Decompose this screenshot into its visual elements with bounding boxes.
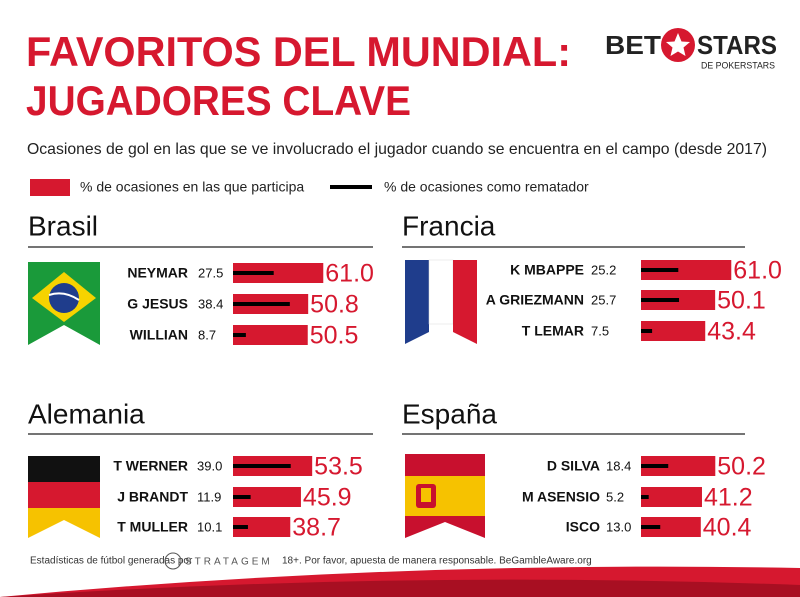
player-name: T MULLER <box>117 519 188 535</box>
shot-bar <box>233 271 274 275</box>
legend-label: % de ocasiones en las que participa <box>80 179 304 195</box>
bottom-swoosh-shade <box>0 579 800 597</box>
legend-swatch <box>30 179 70 196</box>
footer-disclaimer: 18+. Por favor, apuesta de manera respon… <box>282 556 592 567</box>
value-label: 41.2 <box>704 484 753 512</box>
shot-label: 25.2 <box>591 262 616 277</box>
shot-bar <box>233 525 248 529</box>
bar <box>233 487 301 507</box>
flag-germany <box>28 456 100 538</box>
player-name: T LEMAR <box>522 323 584 339</box>
footer-credit-logo: STRATAGEM <box>185 557 273 568</box>
logo-text: STARS <box>697 30 777 60</box>
legend-label: % de ocasiones como rematador <box>384 179 589 195</box>
bar <box>641 487 702 507</box>
flag-france <box>405 259 477 344</box>
player-name: ISCO <box>566 519 600 535</box>
player-name: WILLIAN <box>130 327 188 343</box>
section-title: Francia <box>402 210 496 241</box>
subtitle: Ocasiones de gol en las que se ve involu… <box>27 141 767 158</box>
flag-brazil <box>28 262 100 345</box>
shot-label: 5.2 <box>606 489 624 504</box>
player-name: D SILVA <box>547 458 600 474</box>
player-name: A GRIEZMANN <box>486 292 584 308</box>
footer-credit: Estadísticas de fútbol generadas por <box>30 556 193 567</box>
shot-bar <box>641 464 669 468</box>
player-name: G JESUS <box>127 296 188 312</box>
title-line: JUGADORES CLAVE <box>26 77 411 124</box>
shot-bar <box>233 495 251 499</box>
section-title: Brasil <box>28 210 98 241</box>
bar <box>641 321 706 341</box>
shot-label: 11.9 <box>197 489 221 504</box>
value-label: 50.5 <box>310 322 359 350</box>
player-name: M ASENSIO <box>522 489 600 505</box>
player-name: J BRANDT <box>117 489 188 505</box>
shot-label: 39.0 <box>197 458 222 473</box>
value-label: 45.9 <box>303 484 352 512</box>
shot-bar <box>641 268 679 272</box>
shot-label: 10.1 <box>197 519 222 534</box>
shot-bar <box>233 464 291 468</box>
bar <box>233 263 324 283</box>
shot-label: 7.5 <box>591 323 609 338</box>
value-label: 43.4 <box>707 318 756 346</box>
shot-label: 8.7 <box>198 327 216 342</box>
value-label: 38.7 <box>292 514 341 542</box>
logo-star <box>666 33 690 56</box>
shot-label: 18.4 <box>606 458 631 473</box>
shot-bar <box>233 302 290 306</box>
title-line: FAVORITOS DEL MUNDIAL: <box>26 28 571 75</box>
value-label: 53.5 <box>314 453 363 481</box>
logo-subtext: DE POKERSTARS <box>701 60 775 70</box>
credit-logo-icon <box>164 552 182 570</box>
section-title: Alemania <box>28 398 145 429</box>
bar <box>641 517 701 537</box>
flag-spain <box>405 454 485 538</box>
shot-label: 27.5 <box>198 265 223 280</box>
value-label: 50.8 <box>310 291 359 319</box>
shot-label: 25.7 <box>591 292 616 307</box>
bar <box>233 325 308 345</box>
shot-bar <box>641 329 653 333</box>
bar <box>641 456 716 476</box>
player-name: NEYMAR <box>127 265 188 281</box>
section-title: España <box>402 398 497 429</box>
logo-text: BET <box>605 30 661 60</box>
shot-bar <box>641 495 649 499</box>
value-label: 50.1 <box>717 287 766 315</box>
charts: Brasil NEYMAR 27.5 61.0 G JESUS 38.4 50.8 WILLI… <box>28 210 782 542</box>
shot-bar <box>233 333 246 337</box>
bar <box>233 517 291 537</box>
bar <box>641 260 732 280</box>
value-label: 40.4 <box>703 514 752 542</box>
player-name: T WERNER <box>113 458 188 474</box>
player-name: K MBAPPE <box>510 262 584 278</box>
shot-bar <box>641 298 680 302</box>
value-label: 61.0 <box>325 260 374 288</box>
shot-bar <box>641 525 661 529</box>
value-label: 61.0 <box>733 257 782 285</box>
shot-label: 13.0 <box>606 519 631 534</box>
shot-label: 38.4 <box>198 296 223 311</box>
value-label: 50.2 <box>717 453 766 481</box>
